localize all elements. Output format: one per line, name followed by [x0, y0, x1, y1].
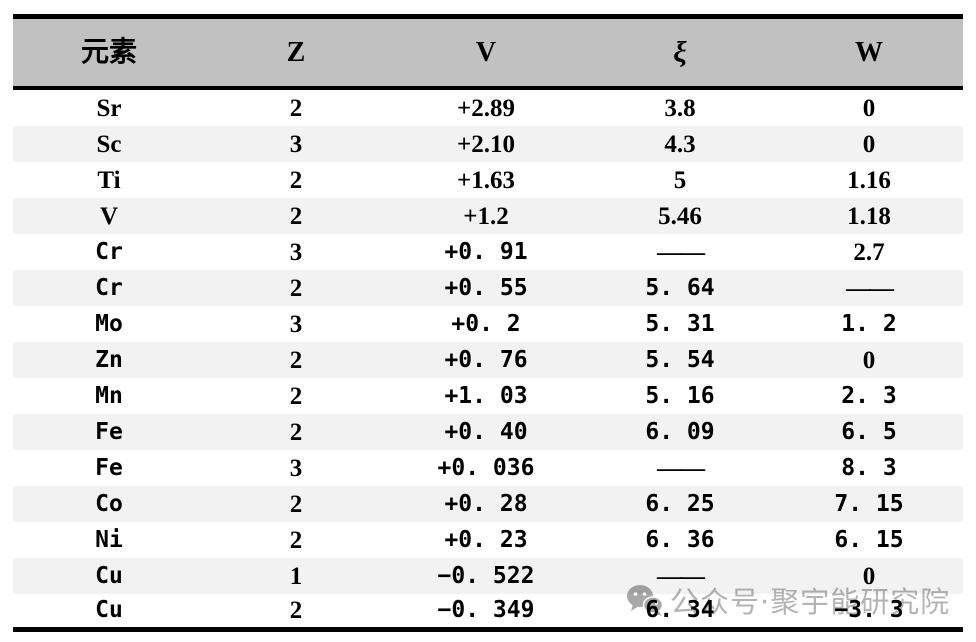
header-xi: ξ	[673, 35, 687, 69]
table-row: Fe 3 +0. 036 —— 8. 3	[13, 450, 963, 486]
table-row: Co 2 +0. 28 6. 25 7. 15	[13, 486, 963, 522]
cell-element: Sr	[96, 94, 122, 122]
cell-z: 3	[289, 238, 303, 266]
cell-z: 2	[289, 346, 303, 374]
cell-xi: ——	[657, 562, 705, 590]
table-row: Sr 2 +2.89 3.8 0	[13, 90, 963, 126]
cell-z: 2	[289, 597, 303, 624]
cell-w: 0	[862, 562, 876, 590]
cell-element: V	[99, 202, 119, 230]
cell-z: 3	[289, 130, 303, 158]
cell-xi: 5. 31	[645, 310, 715, 337]
cell-v: +0. 55	[444, 274, 528, 301]
cell-element: Cu	[95, 562, 123, 589]
cell-z: 3	[289, 310, 303, 338]
cell-element: Cr	[95, 274, 123, 301]
table-row: Sc 3 +2.10 4.3 0	[13, 126, 963, 162]
header-w: W	[855, 36, 883, 68]
cell-element: Mn	[95, 382, 123, 409]
cell-w: 8. 3	[841, 454, 897, 481]
table-row: Cu 2 −0. 349 6. 34 −3. 3	[13, 594, 963, 627]
cell-w: 1.18	[847, 202, 891, 230]
cell-v: +0. 76	[444, 346, 528, 373]
cell-z: 2	[289, 382, 303, 410]
cell-element: Cu	[95, 597, 123, 623]
cell-v: +0. 91	[444, 238, 528, 265]
cell-w: 0	[862, 346, 876, 374]
cell-v: +0. 23	[444, 526, 528, 553]
cell-element: Fe	[95, 418, 123, 445]
table-row: Ni 2 +0. 23 6. 36 6. 15	[13, 522, 963, 558]
cell-w: 0	[862, 94, 876, 122]
cell-z: 3	[289, 454, 303, 482]
cell-xi: 6. 36	[645, 526, 715, 553]
cell-v: +1. 03	[444, 382, 528, 409]
header-z: Z	[286, 36, 306, 68]
cell-element: Sc	[96, 130, 122, 158]
cell-v: +2.10	[457, 130, 515, 158]
cell-v: +0. 28	[444, 490, 528, 517]
cell-xi: 5.46	[658, 202, 702, 230]
cell-element: Fe	[95, 454, 123, 481]
table-row: V 2 +1.2 5.46 1.18	[13, 198, 963, 234]
cell-xi: 6. 25	[645, 490, 715, 517]
cell-z: 2	[289, 490, 303, 518]
cell-xi: 5. 64	[645, 274, 715, 301]
cell-w: −3. 3	[834, 597, 904, 623]
cell-xi: ——	[657, 238, 705, 266]
cell-z: 2	[289, 526, 303, 554]
cell-xi: 5. 54	[645, 346, 715, 373]
cell-xi: 4.3	[664, 130, 696, 158]
cell-xi: 6. 34	[645, 597, 715, 623]
cell-v: +1.63	[457, 166, 515, 194]
table-row: Cr 2 +0. 55 5. 64 ——	[13, 270, 963, 306]
table-row: Cr 3 +0. 91 —— 2.7	[13, 234, 963, 270]
header-element: 元素	[80, 36, 137, 68]
cell-w: 6. 5	[841, 418, 897, 445]
cell-element: Co	[95, 490, 123, 517]
cell-v: +0. 40	[444, 418, 528, 445]
table-row: Mo 3 +0. 2 5. 31 1. 2	[13, 306, 963, 342]
cell-v: +0. 2	[451, 310, 521, 337]
cell-xi: ——	[657, 454, 705, 482]
cell-z: 1	[289, 562, 303, 590]
cell-w: 2.7	[853, 238, 885, 266]
cell-element: Ti	[97, 166, 121, 194]
cell-v: −0. 349	[437, 597, 535, 623]
cell-v: +0. 036	[437, 454, 535, 481]
cell-v: +2.89	[457, 94, 515, 122]
cell-element: Zn	[95, 346, 123, 373]
cell-z: 2	[289, 94, 303, 122]
cell-w: 2. 3	[841, 382, 897, 409]
cell-w: 7. 15	[834, 490, 904, 517]
table-row: Cu 1 −0. 522 —— 0	[13, 558, 963, 594]
table-header-row: 元素 Z V ξ W	[13, 14, 963, 90]
cell-xi: 3.8	[664, 94, 696, 122]
cell-w: 1.16	[847, 166, 891, 194]
table-row: Zn 2 +0. 76 5. 54 0	[13, 342, 963, 378]
cell-xi: 5	[673, 166, 687, 194]
cell-element: Cr	[95, 238, 123, 265]
cell-w: 6. 15	[834, 526, 904, 553]
cell-element: Mo	[95, 310, 123, 337]
cell-z: 2	[289, 274, 303, 302]
cell-xi: 5. 16	[645, 382, 715, 409]
data-table: 元素 Z V ξ W Sr 2 +2.89 3.8 0 Sc 3 +2.10 4…	[13, 14, 963, 632]
table-row: Ti 2 +1.63 5 1.16	[13, 162, 963, 198]
header-v: V	[475, 36, 497, 68]
cell-w: ——	[846, 274, 894, 302]
table-row: Fe 2 +0. 40 6. 09 6. 5	[13, 414, 963, 450]
cell-z: 2	[289, 418, 303, 446]
cell-element: Ni	[95, 526, 123, 553]
cell-z: 2	[289, 166, 303, 194]
cell-w: 1. 2	[841, 310, 897, 337]
cell-v: +1.2	[463, 202, 509, 230]
cell-w: 0	[862, 130, 876, 158]
table-row: Mn 2 +1. 03 5. 16 2. 3	[13, 378, 963, 414]
cell-v: −0. 522	[437, 562, 535, 589]
cell-z: 2	[289, 202, 303, 230]
cell-xi: 6. 09	[645, 418, 715, 445]
